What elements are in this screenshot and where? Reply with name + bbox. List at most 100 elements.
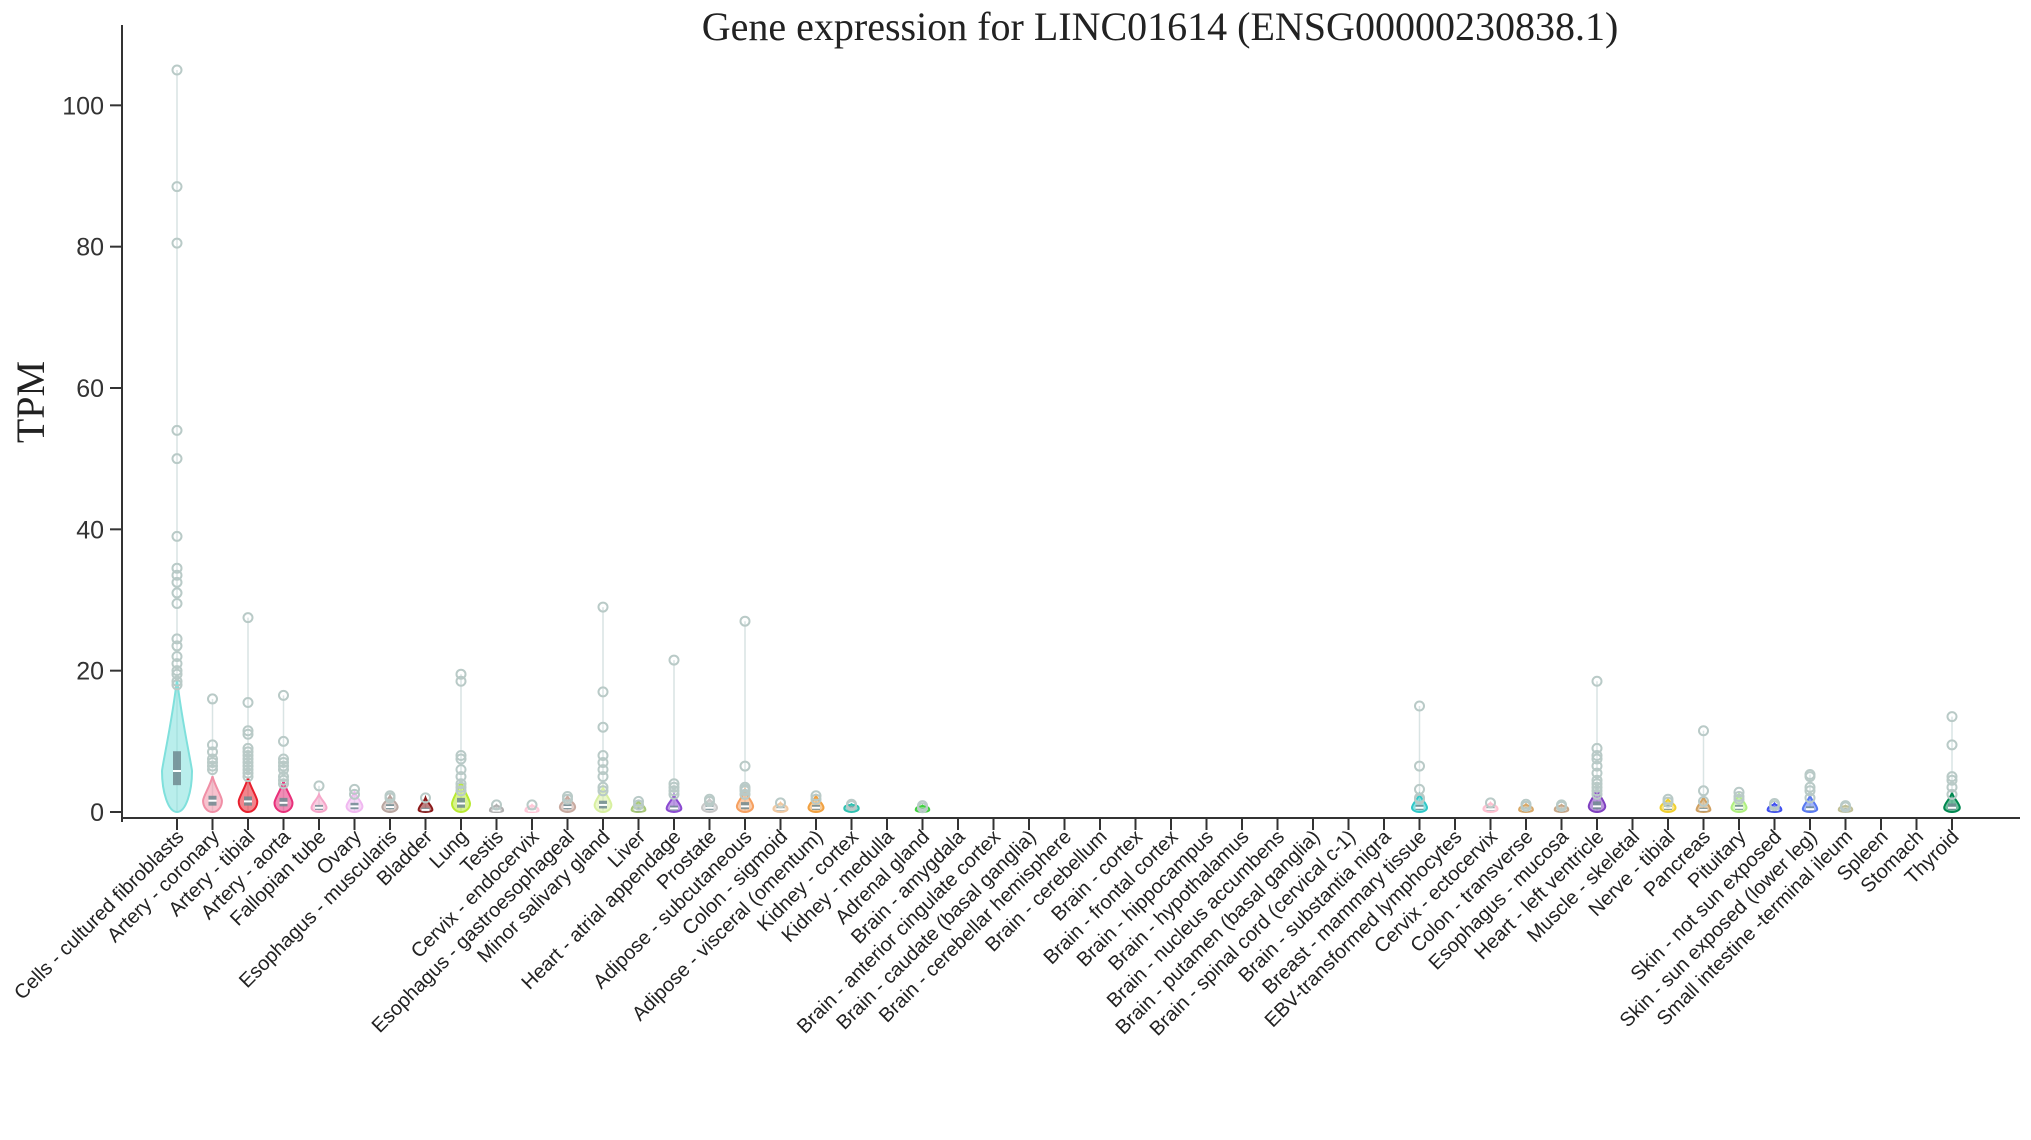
outlier-point (242, 757, 254, 769)
outlier-point (384, 792, 396, 804)
outlier-point (1804, 771, 1816, 783)
outlier-point (633, 799, 644, 811)
outlier-point (1591, 742, 1603, 754)
outlier-point (1414, 700, 1425, 712)
outlier-point (278, 771, 289, 783)
outlier-point (1414, 793, 1425, 805)
violin-shape (273, 780, 294, 814)
iqr-box (173, 751, 181, 786)
y-tick-label: 80 (76, 234, 104, 262)
outlier-point (242, 742, 254, 754)
violin-shape (450, 780, 472, 814)
outlier-point (171, 640, 183, 652)
outlier-point (1733, 793, 1745, 805)
outlier-point (491, 799, 502, 811)
violin-shape (593, 783, 613, 814)
y-tick-label: 20 (76, 658, 104, 686)
outlier-point (171, 424, 183, 436)
outlier-point (242, 728, 254, 740)
outlier-point (242, 771, 254, 783)
outlier-point (278, 764, 289, 776)
outlier-point (1804, 785, 1816, 797)
outlier-point (1591, 785, 1603, 797)
iqr-box (1948, 803, 1956, 810)
outlier-point (455, 675, 467, 687)
outlier-point (1698, 795, 1709, 807)
outlier-point (1946, 771, 1958, 783)
y-tick-label: 0 (90, 799, 104, 827)
outlier-point (1804, 781, 1816, 793)
outlier-point (1591, 675, 1603, 687)
outlier-point (171, 679, 183, 691)
outlier-point (597, 686, 609, 698)
outlier-point (739, 615, 751, 627)
outlier-point (597, 757, 609, 769)
outlier-point (1946, 711, 1958, 723)
outlier-point (242, 725, 254, 737)
outlier-point (207, 753, 218, 765)
outlier-point (633, 795, 644, 807)
outlier-point (278, 757, 289, 769)
outlier-point (207, 760, 218, 772)
outlier-point (1804, 792, 1816, 804)
outlier-point (171, 587, 183, 599)
outlier-point (917, 802, 928, 814)
outlier-point (207, 739, 218, 751)
outlier-point (1769, 800, 1780, 812)
outlier-point (242, 767, 254, 779)
outlier-point (1591, 778, 1603, 790)
outlier-point (1662, 796, 1674, 808)
outlier-point (171, 598, 183, 610)
outlier-point (278, 778, 289, 790)
outlier-point (171, 576, 183, 588)
outlier-point (526, 799, 538, 811)
outlier-point (171, 181, 183, 193)
outlier-point (1698, 785, 1709, 797)
outlier-point (242, 746, 254, 758)
y-tick-label: 60 (76, 375, 104, 403)
outlier-point (171, 569, 183, 581)
outlier-point (278, 774, 289, 786)
outlier-point (668, 785, 680, 797)
outlier-point (668, 788, 680, 800)
outlier-point (668, 781, 680, 793)
violin-shape (735, 786, 755, 814)
outlier-point (1946, 781, 1958, 793)
outlier-point (455, 668, 467, 680)
outlier-point (597, 764, 609, 776)
outlier-point (455, 749, 467, 761)
outlier-point (171, 668, 183, 680)
outlier-point (739, 760, 751, 772)
outlier-point (810, 790, 822, 802)
outlier-point (207, 757, 218, 769)
outlier-point (1556, 800, 1567, 812)
outlier-point (1840, 801, 1851, 813)
outlier-point (1591, 753, 1603, 765)
outlier-point (597, 785, 609, 797)
outlier-point (171, 658, 183, 670)
outlier-point (171, 237, 183, 249)
outlier-point (597, 721, 609, 733)
outlier-point (207, 746, 218, 758)
outlier-point (1591, 760, 1603, 772)
outlier-point (1414, 760, 1425, 772)
outlier-point (455, 771, 467, 783)
y-tick-label: 100 (62, 92, 104, 120)
outlier-point (278, 735, 289, 747)
outlier-point (739, 788, 751, 800)
chart-title: Gene expression for LINC01614 (ENSG00000… (702, 4, 1619, 49)
outlier-point (1946, 739, 1958, 751)
outlier-point (775, 797, 786, 809)
outlier-point (846, 800, 857, 812)
violin-marks (160, 64, 1961, 814)
outlier-point (455, 753, 467, 765)
outlier-point (597, 771, 609, 783)
violin-shape (160, 678, 194, 814)
outlier-point (455, 778, 467, 790)
outlier-point (739, 785, 751, 797)
outlier-point (278, 753, 289, 765)
outlier-point (1485, 797, 1496, 809)
outlier-point (668, 778, 680, 790)
violin-shape (237, 777, 259, 814)
outlier-point (1698, 725, 1709, 737)
